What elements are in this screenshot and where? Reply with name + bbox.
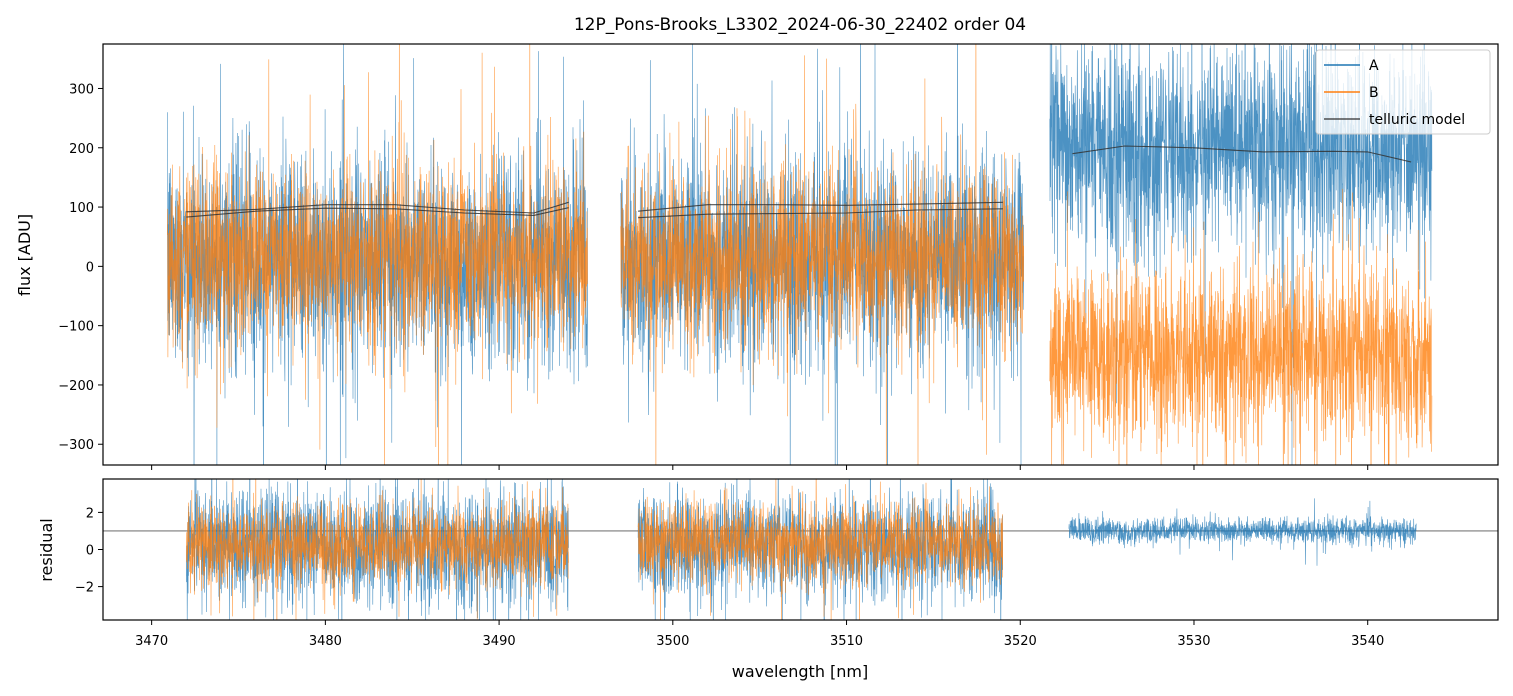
y-tick-label-0-3: 0 [86,260,94,275]
x-tick-label-5: 3520 [1004,634,1037,649]
x-tick-label-0: 3470 [135,634,168,649]
series-telluric-model-segment-2 [638,201,1003,212]
series-a-segment-1 [637,479,1004,620]
x-tick-label-4: 3510 [830,634,863,649]
flux-y-axis-label: flux [ADU] [15,214,34,296]
series-a-segment-0 [186,479,569,620]
series-b-segment-2 [1049,188,1433,465]
series-b-segment-1 [620,44,1025,465]
x-tick-label-2: 3490 [483,634,516,649]
y-tick-label-0-1: −200 [58,379,94,394]
x-tick-label-6: 3530 [1177,634,1210,649]
residual-panel: −2 0 2 3470 3480 3490 3500 3510 3520 3530 3540 res… [37,478,1499,681]
x-tick-label-3: 3500 [656,634,689,649]
series-a-segment-2 [1068,498,1417,566]
residual-y-axis-label: residual [37,518,56,581]
series-b-segment-0 [167,44,588,465]
series-telluric-model-segment-0 [186,201,569,214]
x-axis-label: wavelength [nm] [732,662,869,681]
flux-panel-frame [102,43,1499,466]
chart-title: 12P_Pons-Brooks_L3302_2024-06-30_22402 o… [574,15,1026,35]
legend-label-b: B [1369,85,1379,101]
legend-box [1315,49,1491,135]
series-telluric-model-segment-4 [1072,145,1412,163]
series-telluric-model-segment-3 [638,208,1003,219]
y-tick-label-0-5: 200 [69,142,94,157]
series-b-segment-0 [186,479,569,620]
y-tick-label-0-0: −300 [58,438,94,453]
y-tick-label-1-1: 0 [86,544,94,559]
y-tick-label-0-4: 100 [69,201,94,216]
legend: A B telluric model [1315,49,1491,135]
y-tick-label-1-0: −2 [75,581,94,596]
y-tick-label-0-2: −100 [58,320,94,335]
flux-panel: −300 −200 −100 0 100 200 300 flux [ADU] A B te… [15,43,1499,470]
legend-label-telluric: telluric model [1369,112,1465,128]
series-b-segment-1 [637,479,1004,620]
series-a-segment-2 [1049,44,1433,465]
series-a-segment-0 [167,44,588,465]
y-tick-label-1-2: 2 [86,506,94,521]
legend-label-a: A [1369,58,1379,74]
series-telluric-model-segment-1 [186,207,569,218]
x-tick-label-1: 3480 [309,634,342,649]
x-tick-label-7: 3540 [1351,634,1384,649]
y-tick-label-0-6: 300 [69,82,94,97]
